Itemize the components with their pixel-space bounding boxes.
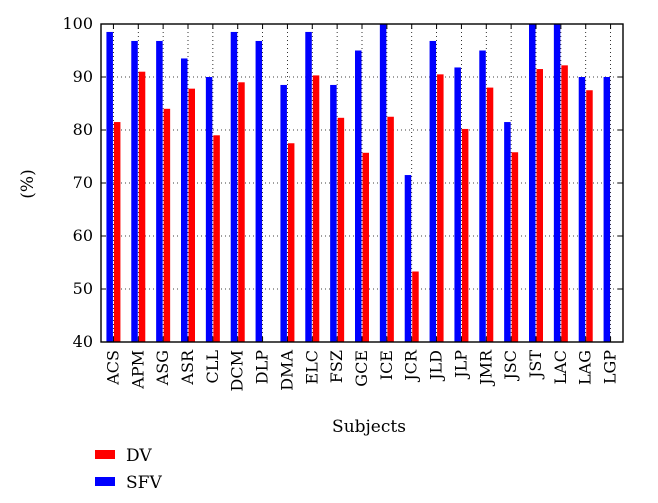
grid bbox=[101, 24, 623, 342]
x-tick-label: ASR bbox=[178, 349, 197, 386]
bar-sfv-jld bbox=[429, 40, 437, 343]
bar-dv-jsc bbox=[511, 152, 519, 342]
bar-sfv-ice bbox=[379, 24, 387, 342]
bar-dv-apm bbox=[138, 71, 146, 342]
x-tick-label: ELC bbox=[302, 350, 321, 385]
x-tick-label: JLP bbox=[451, 350, 470, 380]
y-tick-label: 50 bbox=[73, 279, 93, 298]
bar-sfv-dma bbox=[280, 84, 287, 342]
bar-dv-lac bbox=[561, 65, 568, 342]
x-tick-label: LGP bbox=[601, 350, 620, 384]
bar-dv-cll bbox=[213, 135, 220, 342]
bar-sfv-asr bbox=[181, 58, 188, 342]
y-tick-label: 60 bbox=[73, 226, 93, 245]
x-tick-label: DCM bbox=[228, 350, 247, 391]
x-axis-label: Subjects bbox=[332, 417, 406, 437]
bar-sfv-apm bbox=[131, 40, 138, 343]
bar-dv-asg bbox=[163, 108, 171, 342]
x-tick-label: JST bbox=[526, 350, 545, 380]
bar-sfv-elc bbox=[305, 31, 312, 342]
bar-dv-gce bbox=[362, 152, 369, 342]
bar-dv-jmr bbox=[486, 87, 494, 342]
bar-dv-ice bbox=[387, 116, 394, 342]
bar-dv-asr bbox=[188, 88, 195, 342]
bar-sfv-jcr bbox=[404, 175, 412, 342]
bars bbox=[106, 24, 611, 343]
x-tick-label: DLP bbox=[253, 350, 272, 384]
bar-sfv-lag bbox=[578, 77, 586, 342]
bar-dv-jcr bbox=[412, 271, 419, 342]
bar-sfv-cll bbox=[205, 77, 213, 342]
bar-sfv-lgp bbox=[603, 77, 611, 342]
y-axis-label: (%) bbox=[18, 169, 38, 198]
bar-sfv-jsc bbox=[504, 122, 511, 342]
bar-sfv-gce bbox=[355, 50, 362, 342]
bar-dv-dma bbox=[287, 143, 295, 342]
bar-dv-jld bbox=[437, 74, 444, 342]
y-tick-label: 40 bbox=[73, 332, 93, 351]
bar-sfv-jst bbox=[529, 24, 536, 342]
bar-dv-dcm bbox=[238, 82, 245, 343]
legend: DV SFV bbox=[95, 446, 162, 493]
legend-label-sfv: SFV bbox=[126, 473, 162, 493]
bar-sfv-dlp bbox=[255, 40, 263, 343]
x-tick-label: ACS bbox=[103, 350, 122, 386]
x-tick-label: CLL bbox=[203, 350, 222, 384]
x-tick-label: FSZ bbox=[327, 350, 346, 383]
x-tick-label: DMA bbox=[277, 350, 296, 391]
x-tick-label: JLD bbox=[427, 350, 446, 382]
x-tick-label: JSC bbox=[501, 350, 520, 382]
y-tick-label: 90 bbox=[73, 67, 93, 86]
legend-swatch-dv bbox=[95, 450, 115, 459]
bar-dv-lag bbox=[586, 90, 593, 342]
x-tick-label: APM bbox=[128, 350, 147, 390]
bar-sfv-dcm bbox=[230, 31, 238, 342]
x-tick-label: JCR bbox=[402, 349, 421, 383]
x-tick-label: GCE bbox=[352, 350, 371, 387]
bar-sfv-fsz bbox=[330, 84, 337, 342]
y-tick-label: 100 bbox=[62, 14, 93, 33]
y-tick-label: 70 bbox=[73, 173, 93, 192]
legend-swatch-sfv bbox=[95, 477, 115, 486]
bar-dv-acs bbox=[113, 122, 121, 342]
bar-dv-jst bbox=[536, 69, 543, 343]
x-tick-label: JMR bbox=[476, 349, 495, 387]
bar-sfv-jlp bbox=[454, 67, 461, 343]
bar-dv-elc bbox=[312, 75, 320, 342]
y-tick-label: 80 bbox=[73, 120, 93, 139]
bar-sfv-jmr bbox=[479, 50, 486, 342]
x-tick-label: ASG bbox=[153, 350, 172, 386]
bar-sfv-asg bbox=[156, 40, 163, 343]
bar-sfv-lac bbox=[553, 24, 561, 342]
x-tick-label: ICE bbox=[377, 350, 396, 380]
bar-dv-fsz bbox=[337, 117, 345, 342]
y-axis: 40 50 60 70 80 90 100 bbox=[62, 14, 623, 351]
x-tick-label: LAG bbox=[576, 350, 595, 385]
bar-dv-jlp bbox=[461, 128, 469, 342]
legend-label-dv: DV bbox=[126, 446, 152, 466]
bar-sfv-acs bbox=[106, 31, 113, 342]
x-axis: ACS APM ASG ASR CLL DCM DLP DMA ELC FSZ GCE ICE JCR J… bbox=[103, 24, 620, 391]
x-tick-label: LAC bbox=[551, 350, 570, 384]
